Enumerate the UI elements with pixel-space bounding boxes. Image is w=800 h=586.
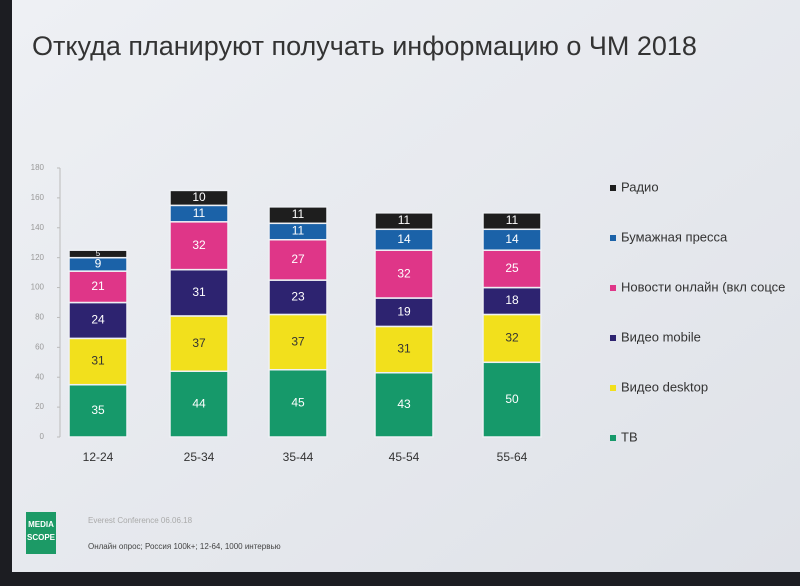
y-tick-label: 60 [35, 342, 44, 351]
value-label: 11 [398, 213, 411, 227]
bar-segment [374, 371, 434, 438]
logo-box [26, 512, 56, 554]
value-label: 14 [397, 232, 411, 246]
logo-text: SCOPE [27, 533, 56, 542]
value-label: 11 [292, 224, 305, 238]
y-tick-label: 80 [35, 313, 44, 322]
legend-label: Новости онлайн (вкл соцсе [621, 279, 785, 294]
x-tick-label: 55-64 [497, 450, 528, 464]
bar-segment [68, 270, 128, 304]
legend-label: Бумажная пресса [621, 229, 728, 244]
value-label: 24 [91, 313, 105, 327]
bar-segment [169, 221, 229, 271]
bar-segment [268, 313, 328, 371]
legend-label: Видео mobile [621, 329, 701, 344]
legend-swatch [610, 335, 616, 341]
value-label: 37 [291, 334, 305, 348]
chart-title: Откуда планируют получать информацию о Ч… [32, 31, 697, 61]
footer-note: Онлайн опрос; Россия 100k+; 12-64, 1000 … [88, 542, 281, 551]
bar-segment [374, 249, 434, 299]
value-label: 23 [291, 289, 305, 303]
bar-segment [169, 268, 229, 317]
bar-segment [68, 383, 128, 438]
value-label: 5 [96, 249, 101, 258]
bar-segment [374, 212, 434, 231]
value-label: 18 [505, 293, 519, 307]
x-tick-label: 35-44 [283, 450, 314, 464]
value-label: 31 [91, 354, 105, 368]
value-label: 50 [505, 392, 519, 406]
value-label: 10 [192, 190, 206, 204]
legend-swatch [610, 435, 616, 441]
bar-segment [169, 370, 229, 438]
x-tick-label: 45-54 [389, 450, 420, 464]
y-tick-label: 0 [40, 432, 45, 441]
value-label: 19 [397, 304, 411, 318]
x-tick-label: 25-34 [184, 450, 215, 464]
value-label: 31 [192, 285, 206, 299]
value-label: 31 [397, 342, 411, 356]
value-label: 14 [505, 232, 519, 246]
bar-segment [169, 315, 229, 372]
value-label: 44 [192, 396, 206, 410]
legend-swatch [610, 385, 616, 391]
value-label: 11 [292, 207, 305, 221]
bar-segment [482, 313, 542, 364]
legend-swatch [610, 235, 616, 241]
y-tick-label: 160 [31, 193, 45, 202]
bar-segment [482, 361, 542, 438]
value-label: 27 [291, 252, 305, 266]
bar-segment [268, 206, 328, 225]
legend-swatch [610, 285, 616, 291]
bar-segment [268, 279, 328, 316]
value-label: 21 [91, 279, 105, 293]
bar-segment [268, 369, 328, 438]
value-label: 32 [505, 331, 519, 345]
legend-label: ТВ [621, 429, 638, 444]
bar-segment [482, 286, 542, 316]
bar-segment [374, 325, 434, 374]
bar-segment [68, 249, 128, 259]
value-label: 25 [505, 261, 519, 275]
value-label: 32 [192, 238, 206, 252]
x-tick-label: 12-24 [83, 450, 114, 464]
y-tick-label: 40 [35, 372, 44, 381]
y-tick-label: 140 [31, 223, 45, 232]
y-tick-label: 180 [31, 163, 45, 172]
legend-label: Видео desktop [621, 379, 708, 394]
value-label: 11 [506, 213, 519, 227]
y-tick-label: 120 [31, 253, 45, 262]
bar-segment [68, 337, 128, 386]
value-label: 43 [397, 397, 411, 411]
bar-segment [482, 212, 542, 231]
value-label: 32 [397, 266, 411, 280]
legend-swatch [610, 185, 616, 191]
value-label: 35 [91, 403, 105, 417]
footer-event: Everest Conference 06.06.18 [88, 516, 193, 525]
y-tick-label: 20 [35, 402, 44, 411]
logo-text: MEDIA [28, 520, 54, 529]
value-label: 11 [193, 206, 206, 220]
value-label: 37 [192, 336, 206, 350]
bar-segment [169, 189, 229, 207]
value-label: 9 [95, 257, 102, 271]
value-label: 45 [291, 396, 305, 410]
y-tick-label: 100 [31, 283, 45, 292]
legend-label: Радио [621, 179, 659, 194]
